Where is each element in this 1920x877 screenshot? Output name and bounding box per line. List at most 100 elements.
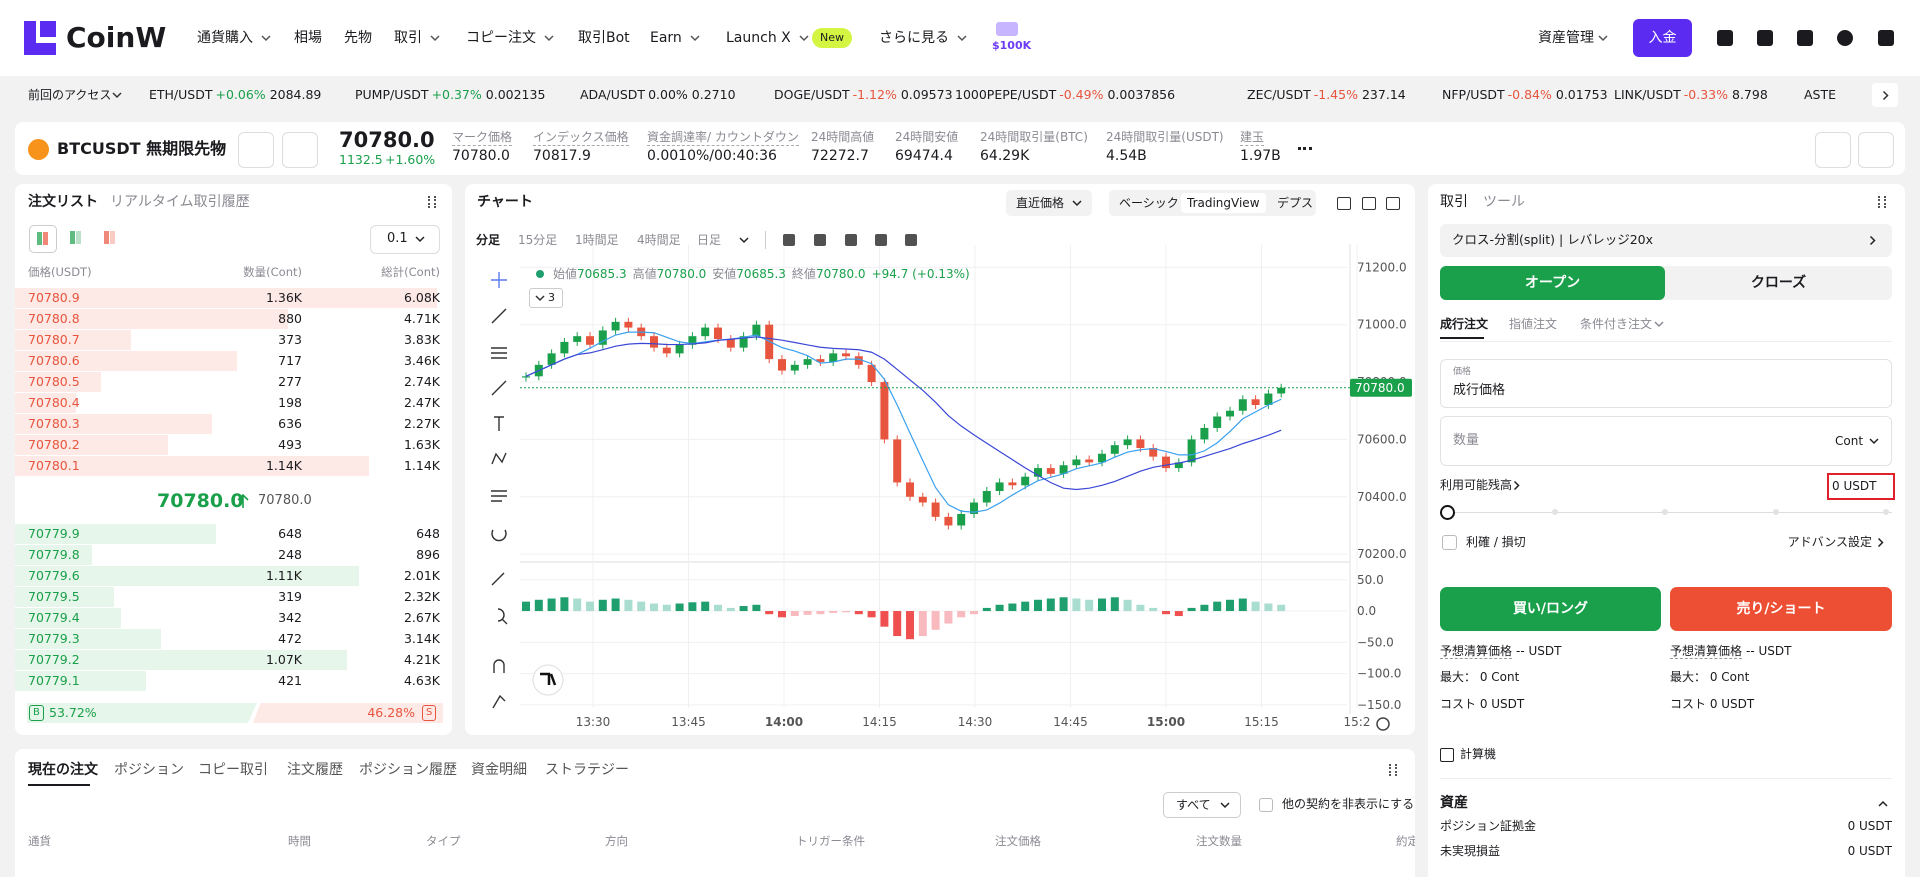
drawing-tool[interactable] [490,487,508,505]
depth-mode-button[interactable] [63,225,89,251]
orders-tab[interactable]: 現在の注文 [28,762,98,778]
order-type[interactable]: 条件付き注文 [1580,317,1653,331]
nav-item[interactable]: Earn [650,30,682,46]
ticker-item[interactable]: ZEC/USDT -1.45% 237.14 [1247,85,1406,105]
order-type[interactable]: 成行注文 [1440,317,1489,331]
chart-tool[interactable] [783,234,795,246]
nav-item[interactable]: 取引Bot [578,30,630,46]
tab-active[interactable]: 注文リスト [28,194,98,210]
margin-mode[interactable]: クロス-分割(split) | レバレッジ20x [1440,224,1892,257]
close-button[interactable]: クローズ [1750,275,1807,291]
liq-value: -- USDT [1516,644,1562,658]
drawing-tool[interactable] [490,657,508,675]
view-option[interactable]: TradingView [1181,193,1266,213]
nav-icon[interactable] [1717,30,1733,46]
tool-path [492,694,506,709]
view-option[interactable]: デプス [1277,196,1314,210]
more-button[interactable] [1298,147,1312,154]
time-label: 14:15 [862,715,897,729]
slider-thumb[interactable] [1440,505,1455,520]
nav-item[interactable]: 先物 [344,30,372,46]
chart-tool[interactable] [1337,197,1351,210]
orders-tab[interactable]: ストラテジー [545,762,629,778]
chart-tool[interactable] [1386,197,1400,210]
drawing-tool[interactable] [490,379,508,397]
drawing-tool[interactable] [490,571,508,589]
nav-item[interactable]: 取引 [394,30,422,46]
tab[interactable]: ツール [1483,194,1525,210]
nav-item[interactable]: さらに見る [879,30,949,46]
chart-tool[interactable] [845,234,857,246]
qty-input[interactable]: 数量 Cont [1440,416,1892,466]
favorite-button[interactable] [238,132,274,168]
order-type[interactable]: 指値注文 [1509,317,1558,331]
orders-tab[interactable]: コピー取引 [198,762,268,778]
ticker-item[interactable]: ASTE [1804,85,1836,105]
nav-item[interactable]: 相場 [294,30,322,46]
ticker-item[interactable]: NFP/USDT -0.84% 0.01753 [1442,85,1608,105]
ticker-item[interactable]: PUMP/USDT +0.37% 0.002135 [355,85,545,105]
nav-item[interactable]: 通貨購入 [197,30,253,46]
chart-tool[interactable] [875,234,887,246]
view-option[interactable]: ベーシック [1119,196,1179,210]
price-type-select[interactable]: 直近価格 [1006,190,1092,216]
open-button[interactable]: オープン [1440,266,1665,300]
ticker-item[interactable]: ADA/USDT 0.00% 0.2710 [580,85,736,105]
drawing-tool[interactable] [490,307,508,325]
macd-bar [957,611,966,618]
depth-mode-button[interactable] [29,225,57,253]
orders-tab[interactable]: ポジション履歴 [359,762,457,778]
drawing-tool[interactable] [490,344,508,362]
depth-mode-button[interactable] [97,225,123,251]
tpsl-checkbox[interactable] [1442,535,1457,550]
chart-tool[interactable] [905,234,917,246]
drawing-tool[interactable] [490,607,508,625]
nav-icon[interactable] [1797,30,1813,46]
ticker-item[interactable]: LINK/USDT -0.33% 8.798 [1614,85,1768,105]
assets-menu[interactable]: 資産管理 [1538,30,1594,46]
settings-button[interactable] [1858,132,1894,168]
nav-item[interactable]: コピー注文 [466,30,536,46]
chart-tool[interactable] [1362,197,1376,210]
interval[interactable]: 分足 [476,233,501,247]
recent-label[interactable]: 前回のアクセス [28,88,112,102]
chart-tool[interactable] [814,234,826,246]
nav-icon[interactable] [1837,30,1853,46]
orders-tab[interactable]: 注文履歴 [287,762,343,778]
menu-button[interactable] [1815,132,1851,168]
symbol-name[interactable]: BTCUSDT 無期限先物 [57,139,227,158]
top-nav: CoinW 通貨購入 相場 先物 取引 コピー注文 取引Bot Earn Launch X さらに… [0,0,1920,76]
hide-checkbox[interactable] [1259,798,1273,812]
tab-underline [28,784,90,786]
step-select[interactable]: 0.1 [370,225,440,254]
ticker-price: 0.2710 [691,87,736,102]
drawing-tool[interactable] [490,524,508,542]
orders-tab[interactable]: 資金明細 [471,762,527,778]
advanced-link[interactable]: アドバンス設定 [1787,535,1872,549]
ticker-item[interactable]: DOGE/USDT -1.12% 0.09573 [774,85,953,105]
tab-active[interactable]: 取引 [1440,194,1468,210]
interval[interactable]: 日足 [697,233,722,247]
filter-select[interactable]: すべて [1163,792,1241,818]
nav-icon[interactable] [1878,30,1894,46]
drawing-tool[interactable] [490,271,508,289]
tab[interactable]: リアルタイム取引履歴 [110,194,250,210]
buy-button[interactable]: 買い/ロング [1440,587,1661,631]
ticker-item[interactable]: ETH/USDT +0.06% 2084.89 [149,85,321,105]
interval[interactable]: 15分足 [518,233,558,247]
drawing-tool[interactable] [490,415,508,433]
nav-icon[interactable] [1757,30,1773,46]
nav-item[interactable]: Launch X [726,30,791,46]
interval[interactable]: 1時間足 [575,233,619,247]
drawing-tool[interactable] [490,450,508,468]
indicator-toggle[interactable]: 3 [529,288,563,308]
chevron-line [430,35,440,42]
orders-tab[interactable]: ポジション [114,762,184,778]
deposit-button[interactable]: 入金 [1633,19,1692,57]
info-button[interactable] [282,132,318,168]
sell-button[interactable]: 売り/ショート [1670,587,1892,631]
ticker-item[interactable]: 1000PEPE/USDT -0.49% 0.0037856 [955,85,1175,105]
drawing-tool[interactable] [490,693,508,711]
interval[interactable]: 4時間足 [637,233,681,247]
calculator[interactable]: 計算機 [1460,747,1497,761]
